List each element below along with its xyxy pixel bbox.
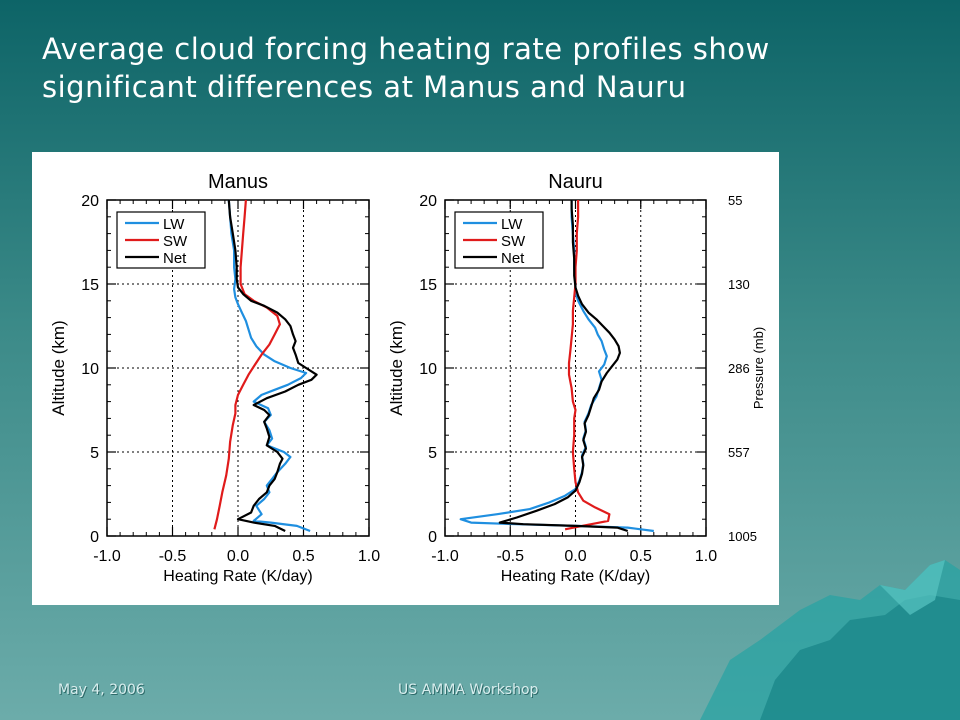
pressure-axis-label: Pressure (mb)	[751, 327, 766, 409]
legend-label-lw: LW	[501, 216, 523, 233]
x-tick-label: -0.5	[159, 548, 187, 565]
x-tick-label: -1.0	[93, 548, 121, 565]
y-tick-label: 5	[428, 445, 437, 462]
x-tick-label: 1.0	[695, 548, 717, 565]
x-tick-label: 0.0	[564, 548, 586, 565]
chart-title: Manus	[208, 171, 268, 193]
y-tick-label: 20	[81, 193, 99, 210]
y-tick-label: 0	[428, 529, 437, 546]
legend-label-net: Net	[501, 250, 525, 267]
plot-frame	[444, 199, 707, 537]
x-axis-label: Heating Rate (K/day)	[501, 568, 650, 585]
pressure-tick-label: 130	[728, 277, 750, 292]
plot-frame	[106, 199, 370, 537]
y-tick-label: 0	[90, 529, 99, 546]
legend-label-net: Net	[163, 250, 187, 267]
title-line-1: Average cloud forcing heating rate profi…	[42, 32, 770, 66]
y-axis-label: Altitude (km)	[49, 320, 68, 415]
y-axis-label: Altitude (km)	[387, 320, 406, 415]
series-line-sw	[213, 199, 281, 530]
legend-label-sw: SW	[163, 233, 188, 250]
slide-title: Average cloud forcing heating rate profi…	[42, 30, 922, 106]
pressure-tick-label: 55	[728, 193, 742, 208]
legend-label-lw: LW	[163, 216, 185, 233]
x-tick-label: 0.5	[292, 548, 314, 565]
pressure-tick-label: 286	[728, 361, 750, 376]
x-tick-label: -0.5	[496, 548, 524, 565]
chart-manus: -1.0 -0.5 0.0 0.5 1.0 0 5 10 15 20 Manus Heating Ra…	[49, 171, 380, 585]
series-line-net	[498, 200, 629, 533]
footer-event: US AMMA Workshop	[398, 682, 539, 698]
x-axis-label: Heating Rate (K/day)	[163, 568, 312, 585]
chart-title: Nauru	[548, 171, 602, 193]
series-line-lw	[227, 199, 311, 533]
x-tick-label: -1.0	[431, 548, 459, 565]
y-tick-label: 15	[419, 277, 437, 294]
y-tick-label: 15	[81, 277, 99, 294]
iceberg-front	[760, 595, 960, 720]
pressure-tick-label: 557	[728, 445, 750, 460]
series-line-net	[227, 199, 318, 532]
chart-nauru: -1.0 -0.5 0.0 0.5 1.0 0 5 10 15 20 Nauru Heating Ra…	[387, 171, 766, 585]
pressure-tick-label: 1005	[728, 529, 757, 544]
title-line-2: significant differences at Manus and Nau…	[42, 70, 687, 104]
x-tick-label: 0.0	[227, 548, 249, 565]
x-tick-label: 0.5	[630, 548, 652, 565]
y-tick-label: 10	[81, 361, 99, 378]
chart-figure: -1.0 -0.5 0.0 0.5 1.0 0 5 10 15 20 Manus Heating Ra…	[49, 171, 766, 585]
series-line-sw	[564, 200, 611, 531]
y-tick-label: 5	[90, 445, 99, 462]
x-tick-label: 1.0	[358, 548, 380, 565]
legend-label-sw: SW	[501, 233, 526, 250]
y-tick-label: 20	[419, 193, 437, 210]
footer-date: May 4, 2006	[58, 682, 145, 698]
iceberg-highlight	[880, 560, 945, 615]
y-tick-label: 10	[419, 361, 437, 378]
chart-panel: -1.0 -0.5 0.0 0.5 1.0 0 5 10 15 20 Manus Heating Ra…	[32, 152, 779, 605]
